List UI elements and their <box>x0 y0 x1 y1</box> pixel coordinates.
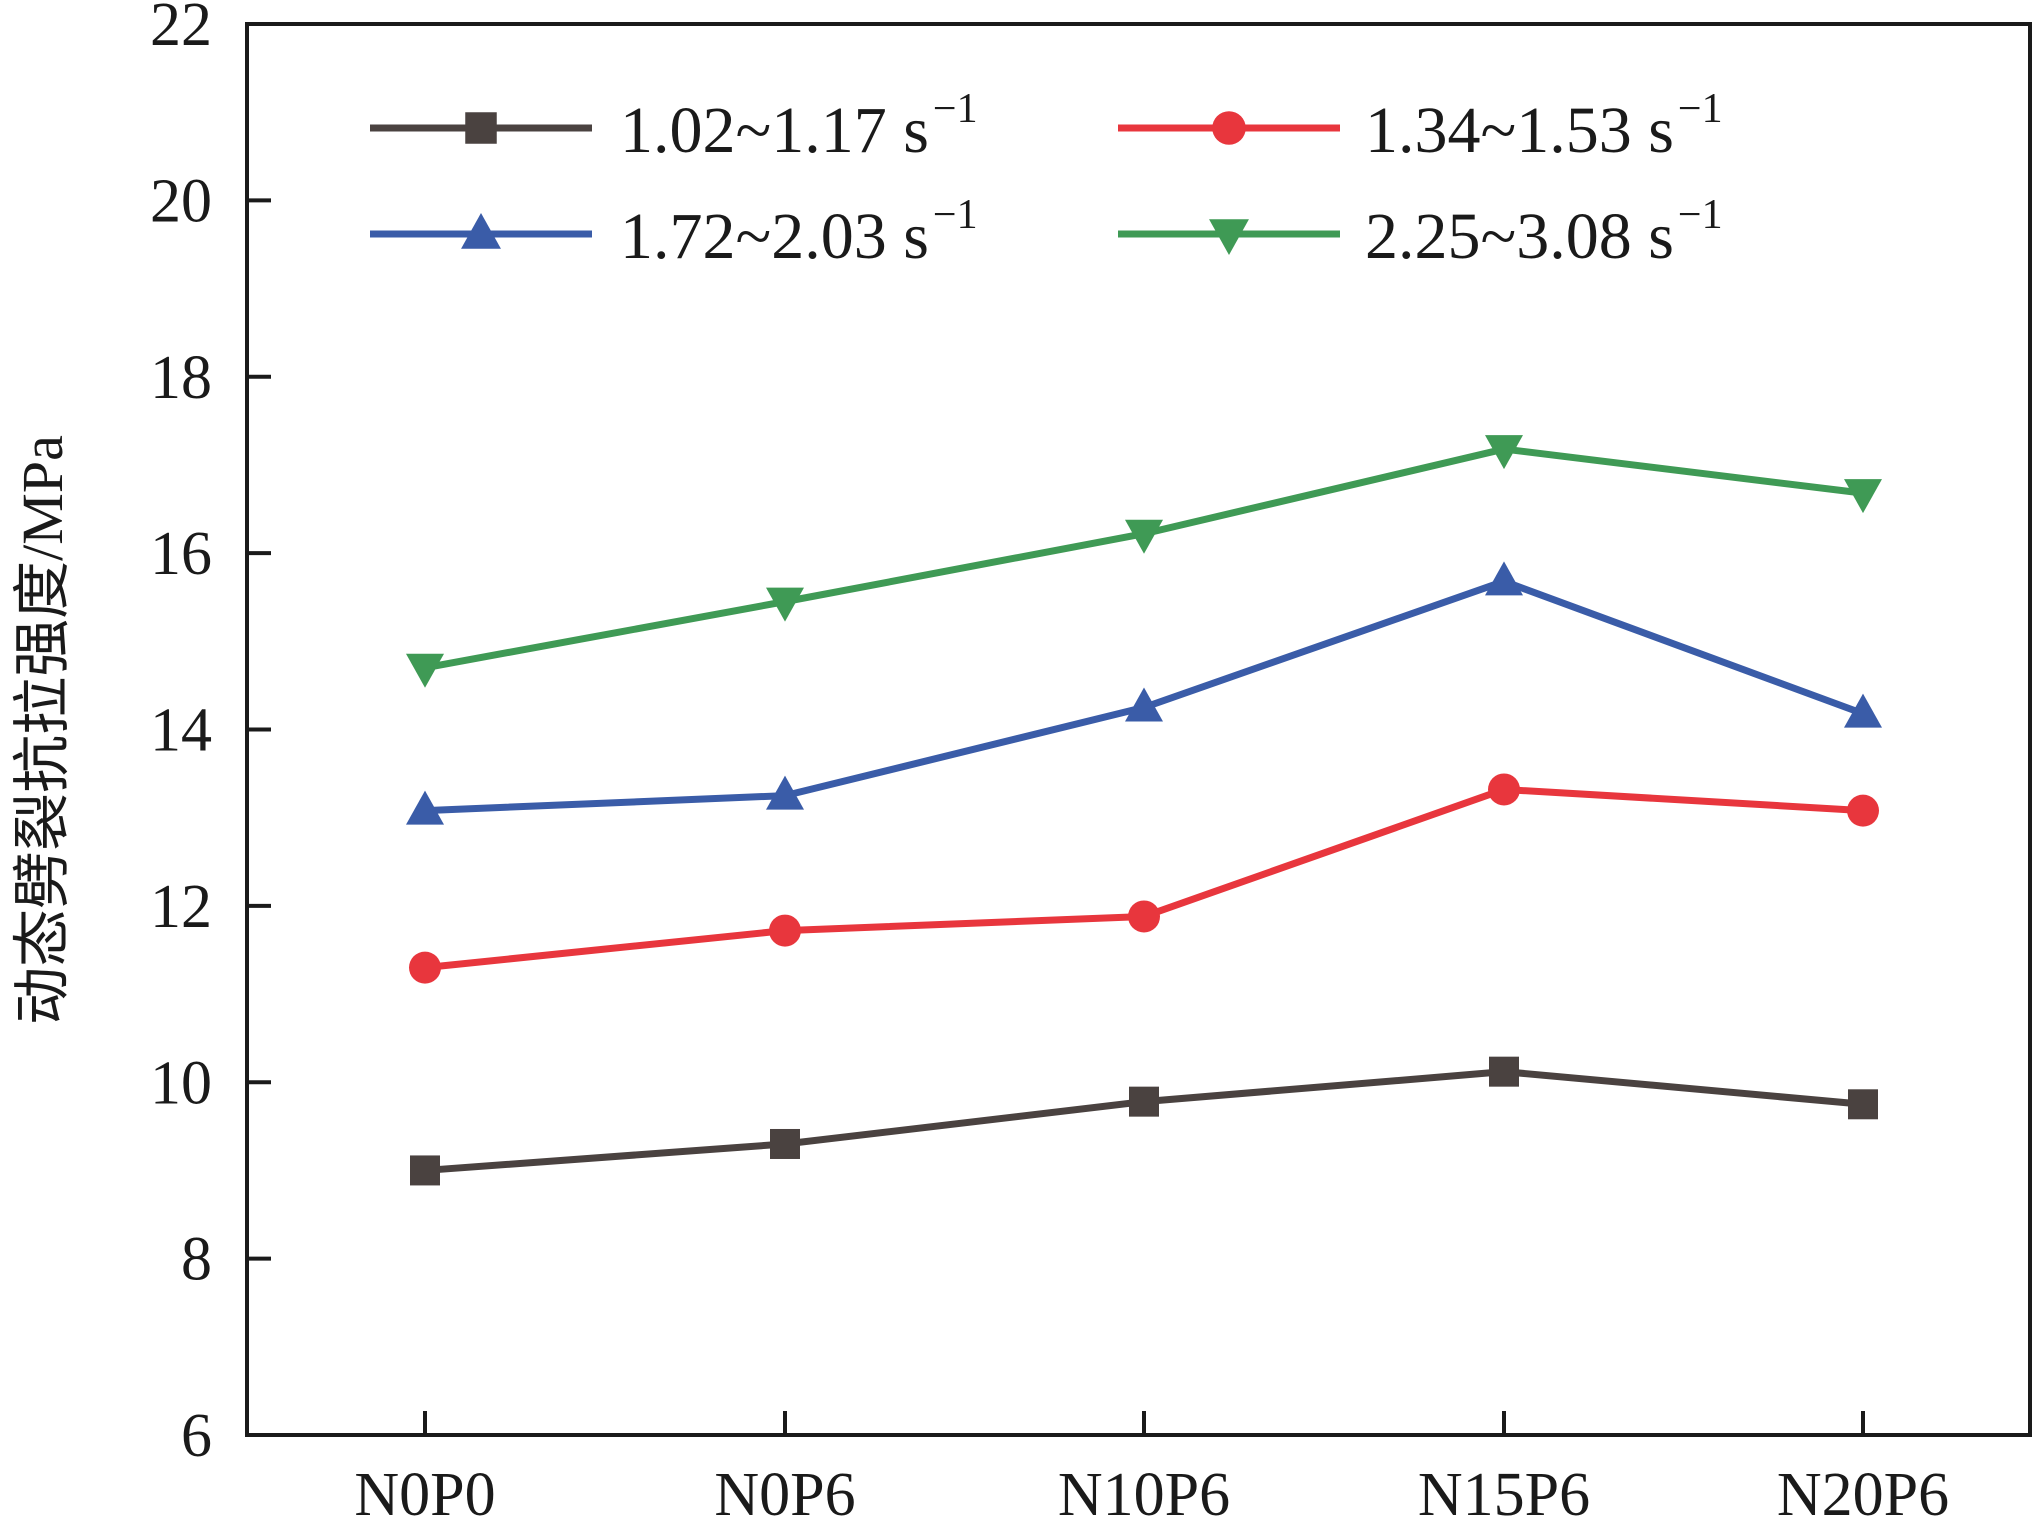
data-point <box>406 790 444 825</box>
data-point <box>770 1128 800 1159</box>
legend-entry: 1.72~2.03 s−1 <box>370 192 978 273</box>
x-tick-label: N15P6 <box>1418 1461 1590 1522</box>
x-tick-label: N20P6 <box>1777 1461 1949 1522</box>
legend: 1.02~1.17 s−1 1.34~1.53 s−11.72~2.03 s−1 2… <box>370 86 1723 273</box>
legend-entry: 1.34~1.53 s−1 <box>1118 86 1723 167</box>
data-point <box>1844 693 1882 728</box>
legend-marker <box>1212 111 1246 145</box>
data-point <box>1485 435 1523 470</box>
data-point <box>406 653 444 688</box>
series-line <box>424 1068 1864 1174</box>
series-4 <box>406 435 1882 688</box>
data-point <box>409 951 441 984</box>
y-tick-label: 8 <box>181 1226 212 1294</box>
y-tick-label: 14 <box>150 697 212 765</box>
data-point <box>1489 1056 1519 1087</box>
y-tick-label: 10 <box>150 1049 212 1117</box>
legend-label-superscript: −1 <box>933 192 978 238</box>
x-tick-label: N10P6 <box>1058 1461 1230 1522</box>
y-tick-label: 12 <box>150 873 212 941</box>
y-axis-ticks: 6 8 10 12 14 16 18 20 22 <box>150 0 271 1470</box>
legend-label-superscript: −1 <box>933 86 978 132</box>
data-point <box>1847 794 1879 827</box>
legend-label-text: 2.25~3.08 s <box>1365 200 1674 273</box>
data-point <box>1844 479 1882 514</box>
y-tick-label: 18 <box>150 344 212 412</box>
y-axis-label: 动态劈裂抗拉强度/MPa <box>10 435 75 1025</box>
data-point <box>1125 687 1163 722</box>
legend-marker <box>1209 219 1249 255</box>
legend-label-text: 1.72~2.03 s <box>620 200 929 273</box>
legend-label: 2.25~3.08 s−1 <box>1365 192 1723 273</box>
data-point <box>410 1155 440 1186</box>
series-2 <box>409 773 1879 984</box>
legend-label-superscript: −1 <box>1678 86 1723 132</box>
data-point <box>769 914 801 947</box>
data-point <box>1128 900 1160 933</box>
y-tick-label: 16 <box>150 520 212 588</box>
legend-label: 1.72~2.03 s−1 <box>620 192 978 273</box>
legend-label-text: 1.34~1.53 s <box>1365 94 1674 167</box>
x-tick-label: N0P0 <box>354 1461 495 1522</box>
y-tick-label: 6 <box>181 1402 212 1470</box>
legend-entry: 2.25~3.08 s−1 <box>1118 192 1723 273</box>
x-tick-label: N0P6 <box>714 1461 855 1522</box>
legend-label-superscript: −1 <box>1678 192 1723 238</box>
y-tick-label: 20 <box>150 167 212 235</box>
data-point <box>1848 1089 1878 1120</box>
data-point <box>766 587 804 622</box>
series-3 <box>406 561 1882 825</box>
legend-label: 1.34~1.53 s−1 <box>1365 86 1723 167</box>
legend-marker <box>465 112 497 144</box>
data-point <box>1125 519 1163 554</box>
data-point <box>1488 773 1520 806</box>
data-point <box>1129 1086 1159 1117</box>
series-1 <box>410 1056 1878 1186</box>
legend-label-text: 1.02~1.17 s <box>620 94 929 167</box>
y-tick-label: 22 <box>150 0 212 59</box>
series-layer <box>406 435 1882 1186</box>
data-point <box>766 775 804 810</box>
x-axis-ticks: N0P0 N0P6 N10P6 N15P6 N20P6 <box>354 1411 1949 1522</box>
series-line <box>424 785 1864 972</box>
legend-marker <box>461 213 501 249</box>
data-point <box>1485 561 1523 596</box>
legend-entry: 1.02~1.17 s−1 <box>370 86 978 167</box>
legend-label: 1.02~1.17 s−1 <box>620 86 978 167</box>
